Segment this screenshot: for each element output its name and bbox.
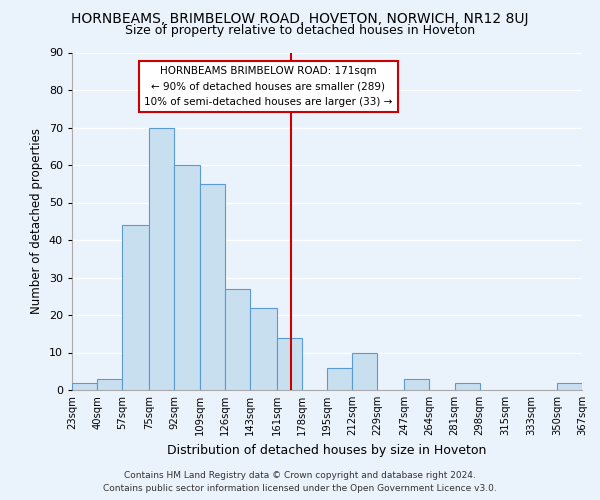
Bar — [455, 382, 480, 390]
Bar — [225, 289, 250, 390]
Bar — [97, 379, 122, 390]
Bar — [404, 379, 429, 390]
Bar — [277, 338, 302, 390]
Text: Contains HM Land Registry data © Crown copyright and database right 2024.
Contai: Contains HM Land Registry data © Crown c… — [103, 472, 497, 493]
Bar — [72, 382, 97, 390]
Bar — [352, 352, 377, 390]
Text: Size of property relative to detached houses in Hoveton: Size of property relative to detached ho… — [125, 24, 475, 37]
Bar — [327, 368, 352, 390]
Bar — [122, 225, 149, 390]
X-axis label: Distribution of detached houses by size in Hoveton: Distribution of detached houses by size … — [167, 444, 487, 456]
Bar — [557, 382, 582, 390]
Y-axis label: Number of detached properties: Number of detached properties — [30, 128, 43, 314]
Bar — [250, 308, 277, 390]
Bar — [199, 184, 225, 390]
Text: HORNBEAMS, BRIMBELOW ROAD, HOVETON, NORWICH, NR12 8UJ: HORNBEAMS, BRIMBELOW ROAD, HOVETON, NORW… — [71, 12, 529, 26]
Bar — [149, 128, 174, 390]
Text: HORNBEAMS BRIMBELOW ROAD: 171sqm
← 90% of detached houses are smaller (289)
10% : HORNBEAMS BRIMBELOW ROAD: 171sqm ← 90% o… — [144, 66, 392, 107]
Bar — [174, 165, 199, 390]
